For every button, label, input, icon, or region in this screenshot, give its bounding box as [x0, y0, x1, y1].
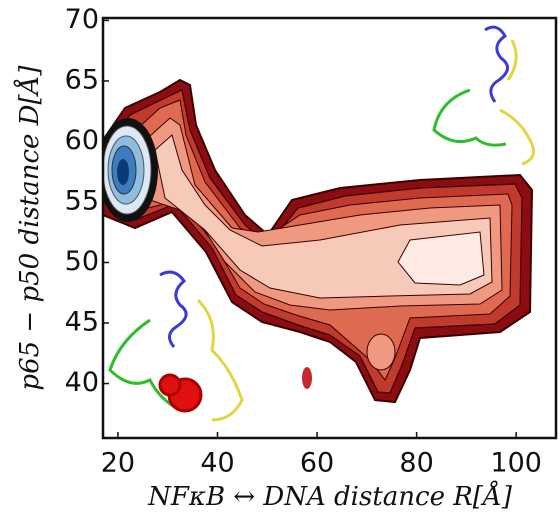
y-axis-title: p65 − p50 distance D[Å] [13, 65, 45, 391]
x-tick-label: 20 [101, 448, 135, 479]
protein-structure [108, 25, 536, 422]
contour-level [397, 231, 485, 286]
x-tick-label: 100 [490, 448, 542, 479]
y-tick-label: 40 [65, 367, 99, 398]
y-tick-label: 50 [65, 246, 99, 277]
plot-frame [101, 16, 558, 440]
contour-level [302, 367, 312, 389]
x-axis-title: NFκB ↔ DNA distance R[Å] [147, 480, 513, 512]
x-tick-label: 80 [399, 448, 433, 479]
y-tick-label: 45 [65, 307, 99, 338]
x-tick-label: 40 [200, 448, 234, 479]
contour-map [103, 78, 534, 404]
contour-level [366, 333, 396, 371]
x-tick-label: 60 [300, 448, 334, 479]
y-tick-label: 60 [65, 125, 99, 156]
y-tick-label: 70 [65, 4, 99, 35]
y-tick-label: 55 [65, 185, 99, 216]
y-tick-label: 65 [65, 64, 99, 95]
contour-level [117, 159, 129, 185]
